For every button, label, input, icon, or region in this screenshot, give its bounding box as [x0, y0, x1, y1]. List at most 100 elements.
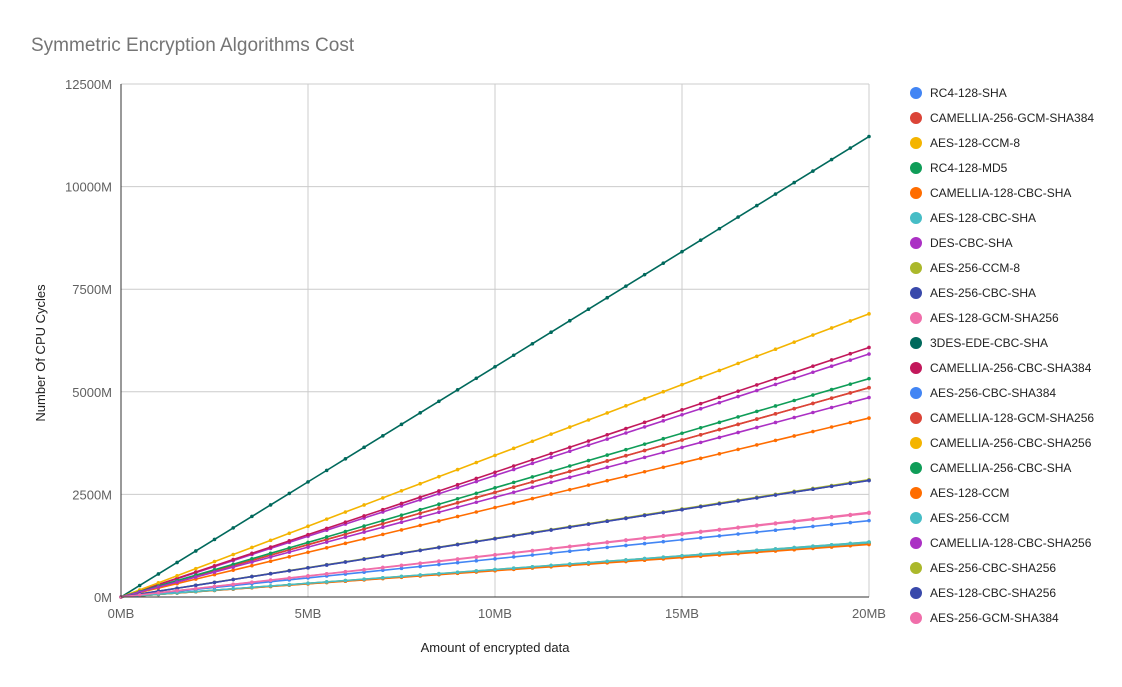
legend-item[interactable]: 3DES-EDE-CBC-SHA	[910, 336, 1048, 350]
data-point	[867, 385, 871, 390]
data-point	[455, 557, 460, 562]
data-point	[511, 490, 516, 495]
x-axis-title: Amount of encrypted data	[421, 640, 571, 655]
data-point	[175, 573, 179, 578]
data-point	[848, 358, 853, 362]
legend-label: AES-128-CBC-SHA256	[930, 586, 1056, 600]
data-point	[549, 432, 553, 436]
data-point	[867, 518, 871, 523]
data-point	[773, 376, 778, 381]
data-point	[493, 553, 497, 557]
data-point	[511, 464, 516, 468]
data-point	[717, 551, 722, 555]
legend-item[interactable]: CAMELLIA-256-CBC-SHA	[910, 461, 1071, 475]
data-point	[624, 447, 628, 452]
data-point	[287, 554, 292, 559]
legend-item[interactable]: CAMELLIA-128-GCM-SHA256	[910, 411, 1094, 425]
data-point	[511, 534, 516, 538]
data-point	[530, 439, 535, 444]
data-point	[829, 157, 834, 162]
data-point	[530, 485, 535, 490]
data-point	[381, 434, 385, 438]
data-point	[624, 426, 628, 431]
data-point	[362, 524, 366, 528]
data-point	[568, 425, 572, 429]
legend-item[interactable]: CAMELLIA-256-CBC-SHA256	[910, 436, 1092, 450]
data-point	[493, 470, 497, 475]
data-point	[250, 563, 254, 568]
data-point	[586, 542, 591, 547]
legend-item[interactable]: RC4-128-MD5	[910, 161, 1008, 175]
legend-item[interactable]: AES-256-GCM-SHA384	[910, 611, 1059, 625]
data-point	[717, 501, 722, 506]
data-point	[268, 571, 273, 576]
legend-item[interactable]: AES-256-CBC-SHA	[910, 286, 1036, 300]
data-point	[268, 551, 273, 556]
data-point	[137, 583, 142, 588]
data-point	[455, 387, 460, 392]
data-point	[362, 445, 366, 450]
data-point	[212, 564, 217, 568]
data-point	[848, 319, 853, 323]
data-point	[605, 465, 609, 470]
data-point	[848, 541, 853, 546]
data-point	[642, 541, 647, 546]
y-tick-label: 10000M	[65, 180, 112, 195]
data-point	[231, 552, 235, 557]
data-point	[792, 519, 796, 524]
data-point	[586, 439, 591, 443]
data-point	[493, 505, 497, 510]
data-point	[324, 563, 329, 567]
data-point	[661, 534, 666, 539]
data-point	[736, 549, 740, 554]
y-tick-label: 5000M	[72, 385, 112, 400]
data-point	[194, 570, 198, 574]
legend-item[interactable]: AES-128-CBC-SHA256	[910, 586, 1056, 600]
data-point	[511, 551, 516, 555]
data-point	[717, 435, 722, 440]
legend-item[interactable]: CAMELLIA-128-CBC-SHA	[910, 186, 1071, 200]
data-point	[605, 459, 609, 463]
legend-item[interactable]: AES-256-CBC-SHA384	[910, 386, 1056, 400]
data-point	[736, 532, 740, 536]
data-point	[624, 543, 628, 548]
data-point	[437, 545, 441, 550]
data-point	[755, 496, 759, 500]
legend-item[interactable]: DES-CBC-SHA	[910, 236, 1013, 250]
data-point	[343, 510, 348, 514]
legend-item[interactable]: CAMELLIA-128-CBC-SHA256	[910, 536, 1092, 550]
legend-item[interactable]: AES-128-CBC-SHA	[910, 211, 1036, 225]
data-point	[306, 574, 310, 578]
legend-label: AES-128-CCM-8	[930, 136, 1020, 150]
legend-swatch	[910, 612, 922, 624]
series	[119, 416, 871, 599]
data-point	[717, 452, 722, 456]
x-tick-label: 5MB	[295, 606, 322, 621]
data-point	[605, 519, 609, 524]
legend-swatch	[910, 187, 922, 199]
legend-item[interactable]: AES-128-CCM	[910, 486, 1009, 500]
data-point	[867, 376, 871, 381]
data-point	[250, 556, 254, 561]
legend-item[interactable]: AES-256-CCM-8	[910, 261, 1020, 275]
data-point	[511, 467, 516, 472]
data-point	[792, 398, 796, 403]
legend-item[interactable]: AES-256-CCM	[910, 511, 1009, 525]
legend-item[interactable]: RC4-128-SHA	[910, 86, 1007, 100]
data-point	[829, 358, 834, 362]
legend-label: DES-CBC-SHA	[930, 236, 1013, 250]
data-point	[194, 575, 198, 579]
data-point	[511, 480, 516, 485]
legend-item[interactable]: AES-256-CBC-SHA256	[910, 561, 1056, 575]
legend-item[interactable]: AES-128-GCM-SHA256	[910, 311, 1059, 325]
series-group	[119, 134, 871, 599]
data-point	[156, 585, 161, 589]
legend-item[interactable]: CAMELLIA-256-CBC-SHA384	[910, 361, 1092, 375]
data-point	[474, 539, 479, 544]
legend-item[interactable]: CAMELLIA-256-GCM-SHA384	[910, 111, 1094, 125]
series	[119, 395, 871, 599]
legend-item[interactable]: AES-128-CCM-8	[910, 136, 1020, 150]
data-point	[549, 330, 553, 335]
data-point	[455, 501, 460, 505]
data-point	[717, 427, 722, 432]
